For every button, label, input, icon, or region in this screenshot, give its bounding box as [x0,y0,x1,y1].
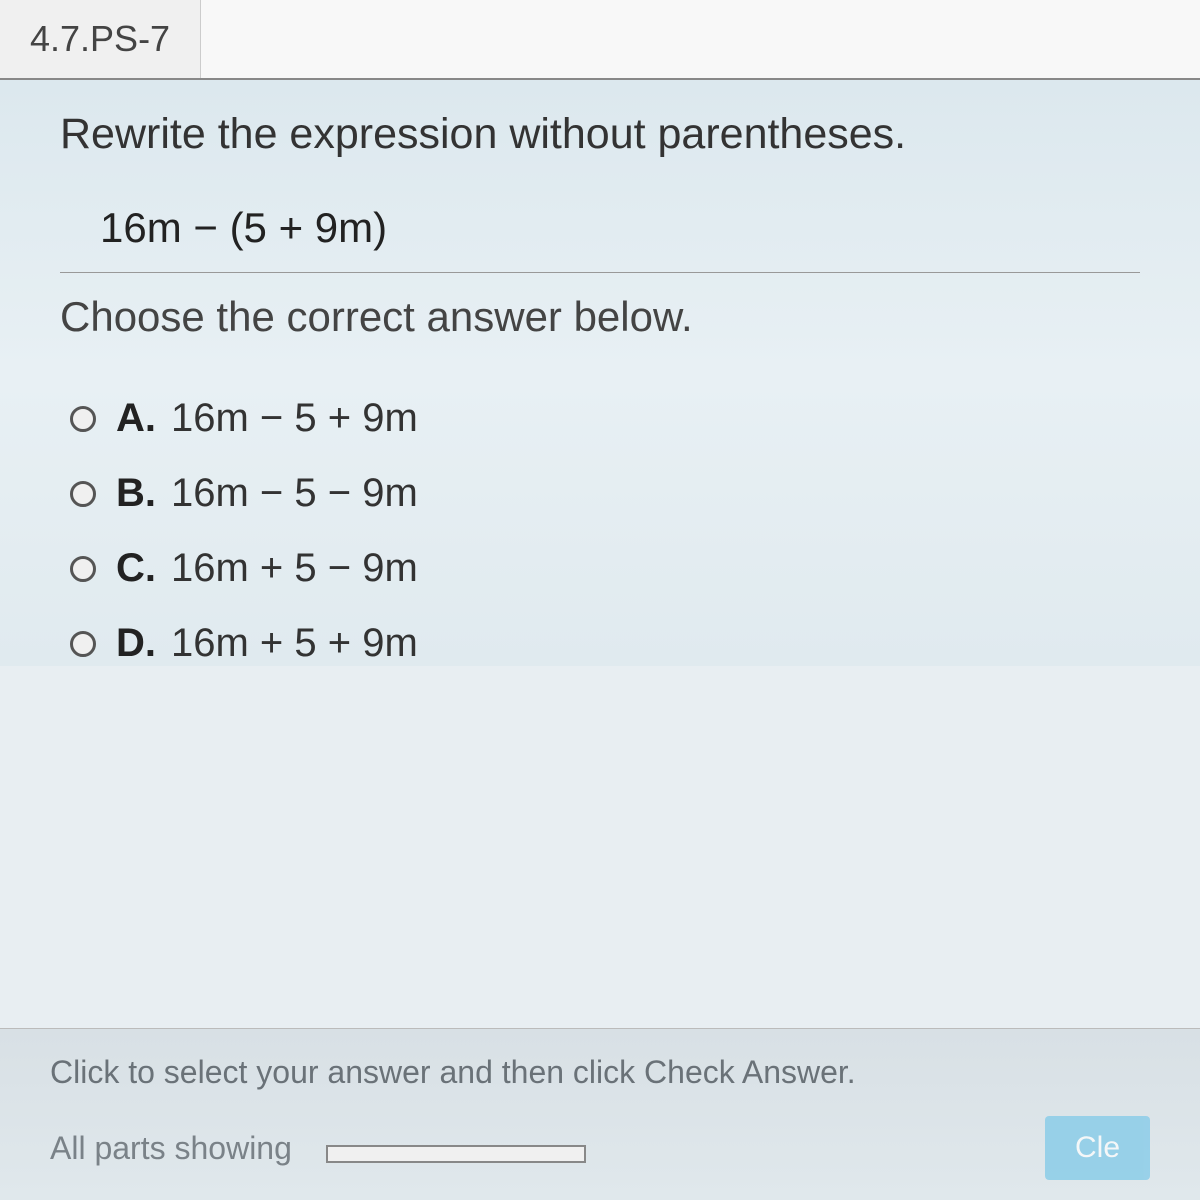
math-expression: 16m − (5 + 9m) [100,204,1140,252]
question-prompt: Rewrite the expression without parenthes… [60,110,1140,159]
progress-bar [326,1145,586,1163]
option-text-c: 16m + 5 − 9m [171,546,418,591]
option-label-a: A. [116,396,156,441]
radio-d[interactable] [70,631,96,657]
check-answer-button[interactable]: Cle [1045,1116,1150,1180]
option-d[interactable]: D. 16m + 5 + 9m [70,621,1140,666]
option-label-b: B. [116,471,156,516]
option-label-c: C. [116,546,156,591]
parts-showing-text: All parts showing [50,1130,292,1166]
content-area: Rewrite the expression without parenthes… [0,80,1200,666]
divider [60,272,1140,273]
footer: Click to select your answer and then cli… [0,1028,1200,1200]
footer-row: All parts showing Cle [50,1116,1150,1180]
parts-status: All parts showing [50,1130,586,1167]
option-c[interactable]: C. 16m + 5 − 9m [70,546,1140,591]
option-text-a: 16m − 5 + 9m [171,396,418,441]
option-text-d: 16m + 5 + 9m [171,621,418,666]
option-a[interactable]: A. 16m − 5 + 9m [70,396,1140,441]
radio-a[interactable] [70,406,96,432]
footer-instruction: Click to select your answer and then cli… [50,1054,1150,1091]
radio-b[interactable] [70,481,96,507]
choose-prompt: Choose the correct answer below. [60,293,1140,341]
page-container: 4.7.PS-7 Rewrite the expression without … [0,0,1200,1200]
tab-bar: 4.7.PS-7 [0,0,1200,80]
radio-c[interactable] [70,556,96,582]
option-b[interactable]: B. 16m − 5 − 9m [70,471,1140,516]
problem-tab[interactable]: 4.7.PS-7 [0,0,201,78]
option-text-b: 16m − 5 − 9m [171,471,418,516]
option-label-d: D. [116,621,156,666]
options-group: A. 16m − 5 + 9m B. 16m − 5 − 9m C. 16m +… [70,396,1140,666]
